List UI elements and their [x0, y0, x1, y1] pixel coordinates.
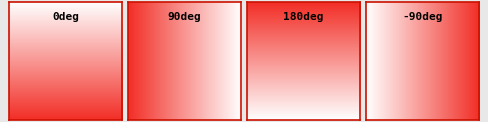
Text: 0deg: 0deg [52, 12, 79, 22]
Text: -90deg: -90deg [403, 12, 443, 22]
Text: 90deg: 90deg [167, 12, 202, 22]
Text: 180deg: 180deg [284, 12, 324, 22]
